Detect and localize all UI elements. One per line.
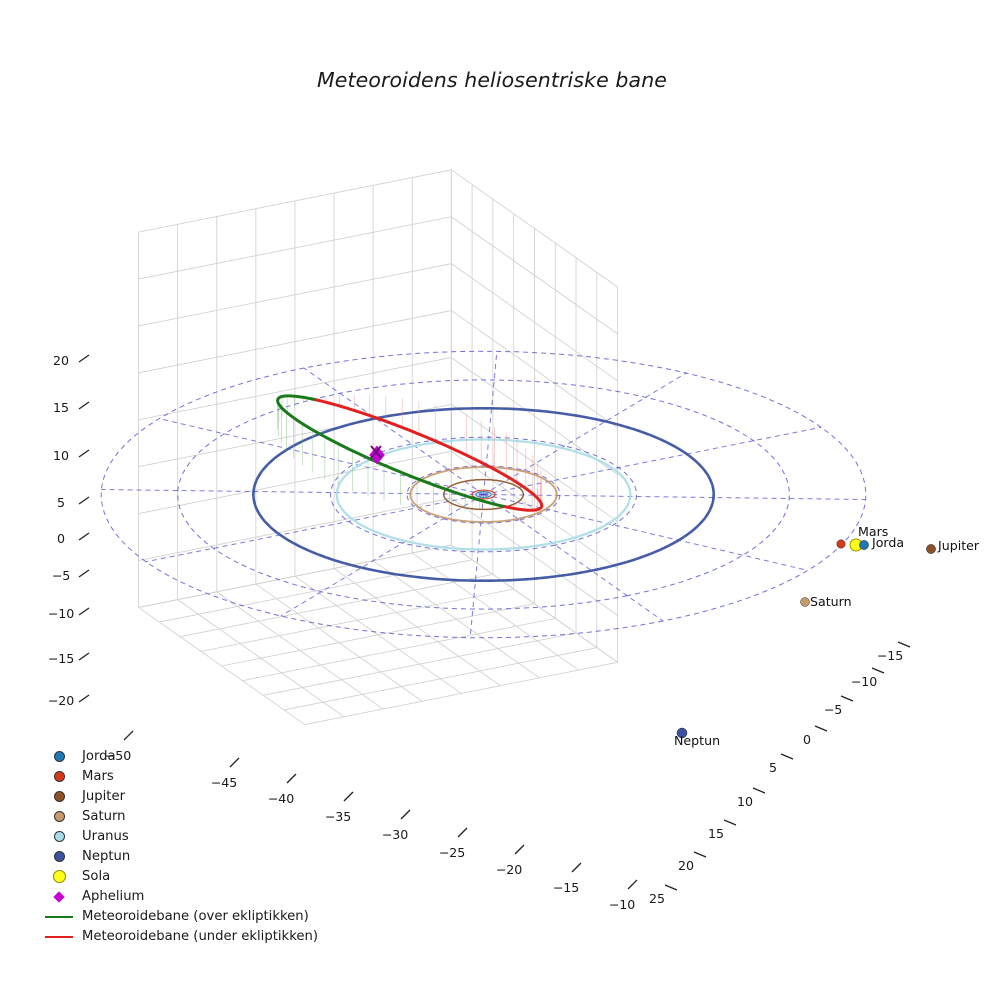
z-axis-tick-label: 10 bbox=[53, 448, 69, 463]
page-title: Meteoroidens heliosentriske bane bbox=[316, 68, 668, 92]
planet-marker-saturn bbox=[800, 597, 810, 607]
planet-dot-icon bbox=[53, 750, 65, 762]
aphelion-marker bbox=[369, 445, 385, 465]
x-axis-tick-label: −15 bbox=[553, 880, 580, 895]
legend-diamond-key bbox=[36, 891, 82, 903]
y-axis-tick-label: 5 bbox=[769, 760, 777, 775]
legend-item-label: Jupiter bbox=[82, 788, 125, 804]
legend-item-label: Sola bbox=[82, 869, 111, 885]
legend-item-label: Meteoroidebane (over ekliptikken) bbox=[82, 909, 309, 925]
y-axis-tick-label: −10 bbox=[851, 674, 878, 689]
planet-marker-neptun bbox=[676, 727, 688, 739]
planet-label-neptun: Neptun bbox=[674, 733, 720, 748]
planet-dot-icon bbox=[53, 770, 65, 782]
x-axis-tick-label: −10 bbox=[609, 897, 636, 912]
z-axis-tick-label: −20 bbox=[48, 693, 75, 708]
y-axis-tick-label: 15 bbox=[708, 826, 724, 841]
legend-item-saturn[interactable]: Saturn bbox=[36, 806, 336, 826]
legend-item-mars[interactable]: Mars bbox=[36, 766, 336, 786]
legend-dot-key bbox=[36, 770, 82, 782]
axis-ticks: 20151050−5−10−15−20−50−45−40−35−30−25−20… bbox=[48, 353, 911, 912]
x-axis-tick-label: −50 bbox=[105, 748, 132, 763]
legend-dot-key bbox=[36, 830, 82, 842]
x-axis-tick-label: −20 bbox=[496, 862, 523, 877]
x-axis-tick-label: −25 bbox=[439, 845, 466, 860]
y-axis-tick-label: 25 bbox=[649, 891, 665, 906]
legend-sun-key bbox=[36, 870, 82, 884]
meteoroid-orbit bbox=[276, 394, 544, 512]
planet-label-jupiter: Jupiter bbox=[937, 538, 980, 553]
legend-item-label: Meteoroidebane (under ekliptikken) bbox=[82, 929, 318, 945]
legend-item-label: Saturn bbox=[82, 808, 126, 824]
z-axis-tick-label: 0 bbox=[57, 531, 65, 546]
y-axis-tick-label: 10 bbox=[737, 794, 753, 809]
planet-label-mars: Mars bbox=[858, 524, 888, 539]
diamond-icon bbox=[53, 891, 65, 903]
legend-line-swatch bbox=[45, 915, 73, 918]
legend-item-jupiter[interactable]: Jupiter bbox=[36, 786, 336, 806]
legend-item-sola[interactable]: Sola bbox=[36, 867, 336, 887]
z-axis-tick-label: −15 bbox=[48, 651, 75, 666]
planet-dot-icon bbox=[53, 810, 65, 822]
polar-grid bbox=[100, 350, 867, 639]
y-axis-tick-label: −15 bbox=[877, 648, 904, 663]
legend-item-meteoroidebane-under-ekliptikken[interactable]: Meteoroidebane (under ekliptikken) bbox=[36, 927, 336, 947]
x-axis-tick-label: −40 bbox=[268, 791, 295, 806]
legend-item-label: Neptun bbox=[82, 849, 131, 865]
legend-line-key bbox=[36, 935, 82, 938]
legend-dot-key bbox=[36, 810, 82, 822]
planet-label-jorda: Jorda bbox=[871, 535, 904, 550]
planet-marker-jorda bbox=[859, 540, 869, 550]
y-axis-tick-label: 0 bbox=[803, 732, 811, 747]
x-axis-tick-label: −30 bbox=[382, 827, 409, 842]
legend-item-jorda[interactable]: Jorda bbox=[36, 746, 336, 766]
x-axis-tick-label: −35 bbox=[325, 809, 352, 824]
z-axis-tick-label: 5 bbox=[57, 495, 65, 510]
legend-item-label: Mars bbox=[82, 768, 114, 784]
sun-icon bbox=[52, 870, 66, 884]
planet-dot-icon bbox=[53, 830, 65, 842]
legend-item-meteoroidebane-over-ekliptikken[interactable]: Meteoroidebane (over ekliptikken) bbox=[36, 907, 336, 927]
legend-item-label: Aphelium bbox=[82, 889, 145, 905]
legend-line-key bbox=[36, 915, 82, 918]
planet-marker-mars bbox=[836, 539, 846, 549]
y-axis-tick-label: 20 bbox=[678, 858, 694, 873]
legend-item-label: Jorda bbox=[82, 748, 116, 764]
planet-dot-icon bbox=[53, 790, 65, 802]
planet-marker-jupiter bbox=[926, 544, 936, 554]
legend-item-aphelium[interactable]: Aphelium bbox=[36, 887, 336, 907]
legend-dot-key bbox=[36, 790, 82, 802]
z-axis-tick-label: −5 bbox=[52, 568, 71, 583]
z-axis-tick-label: 20 bbox=[53, 353, 69, 368]
legend-dot-key bbox=[36, 750, 82, 762]
aphelion-cross-icon bbox=[370, 445, 382, 459]
legend-item-uranus[interactable]: Uranus bbox=[36, 826, 336, 846]
legend-line-swatch bbox=[45, 935, 73, 938]
z-axis-tick-label: 15 bbox=[53, 400, 69, 415]
legend-item-label: Uranus bbox=[82, 828, 129, 844]
legend: Jorda Mars Jupiter Saturn Uranus Neptun Sola Ap… bbox=[36, 746, 336, 947]
legend-item-neptun[interactable]: Neptun bbox=[36, 846, 336, 866]
y-axis-tick-label: −5 bbox=[824, 702, 843, 717]
z-axis-tick-label: −10 bbox=[48, 606, 75, 621]
x-axis-tick-label: −45 bbox=[211, 775, 238, 790]
planet-label-saturn: Saturn bbox=[810, 594, 852, 609]
legend-dot-key bbox=[36, 851, 82, 863]
planet-dot-icon bbox=[53, 851, 65, 863]
axes-panes bbox=[138, 169, 619, 726]
